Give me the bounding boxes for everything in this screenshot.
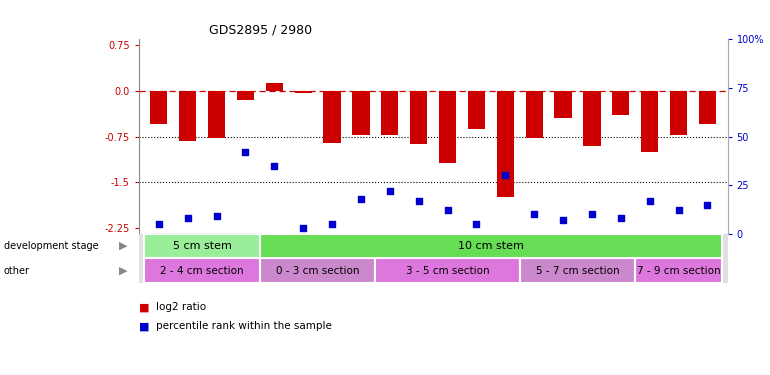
Point: [210, 213, 223, 219]
Point: [586, 211, 598, 217]
Bar: [323, 91, 340, 142]
Text: GDS2895 / 2980: GDS2895 / 2980: [209, 24, 313, 37]
Text: ■: ■: [139, 303, 149, 312]
Bar: [266, 83, 283, 91]
Bar: [554, 91, 571, 118]
Text: ■: ■: [139, 321, 149, 331]
Point: [614, 215, 627, 221]
Bar: [145, 234, 260, 258]
Text: percentile rank within the sample: percentile rank within the sample: [156, 321, 331, 331]
Bar: [583, 91, 601, 146]
Bar: [612, 91, 629, 115]
Bar: [698, 91, 716, 124]
Bar: [381, 91, 399, 135]
Point: [441, 207, 454, 213]
Text: 5 cm stem: 5 cm stem: [172, 241, 232, 251]
Bar: [497, 91, 514, 197]
Bar: [376, 258, 520, 283]
Point: [152, 221, 165, 227]
Point: [528, 211, 541, 217]
Bar: [467, 91, 485, 129]
Bar: [635, 258, 722, 283]
Point: [672, 207, 685, 213]
Point: [701, 201, 714, 207]
Text: ▶: ▶: [119, 241, 128, 251]
Bar: [150, 91, 168, 124]
Text: 3 - 5 cm section: 3 - 5 cm section: [406, 266, 490, 276]
Bar: [670, 91, 687, 135]
Point: [326, 221, 338, 227]
Point: [239, 149, 252, 155]
Bar: [179, 91, 196, 141]
Text: log2 ratio: log2 ratio: [156, 303, 206, 312]
Bar: [145, 258, 260, 283]
Bar: [260, 258, 376, 283]
Bar: [439, 91, 456, 163]
Text: ▶: ▶: [119, 266, 128, 276]
Point: [499, 172, 511, 178]
Bar: [641, 91, 658, 152]
Bar: [260, 234, 722, 258]
Text: 5 - 7 cm section: 5 - 7 cm section: [536, 266, 619, 276]
Point: [355, 196, 367, 202]
Text: 10 cm stem: 10 cm stem: [458, 241, 524, 251]
Point: [182, 215, 194, 221]
Text: other: other: [4, 266, 30, 276]
Bar: [208, 91, 225, 138]
Text: 0 - 3 cm section: 0 - 3 cm section: [276, 266, 360, 276]
Point: [557, 217, 569, 223]
Text: 2 - 4 cm section: 2 - 4 cm section: [160, 266, 244, 276]
Point: [268, 163, 280, 169]
Point: [470, 221, 483, 227]
Bar: [410, 91, 427, 144]
Point: [383, 188, 396, 194]
Bar: [352, 91, 370, 135]
Bar: [237, 91, 254, 100]
Bar: [525, 91, 543, 138]
Text: development stage: development stage: [4, 241, 99, 251]
Point: [644, 198, 656, 204]
Bar: [520, 258, 635, 283]
Point: [297, 225, 310, 231]
Bar: [294, 91, 312, 93]
Text: 7 - 9 cm section: 7 - 9 cm section: [637, 266, 721, 276]
Point: [413, 198, 425, 204]
